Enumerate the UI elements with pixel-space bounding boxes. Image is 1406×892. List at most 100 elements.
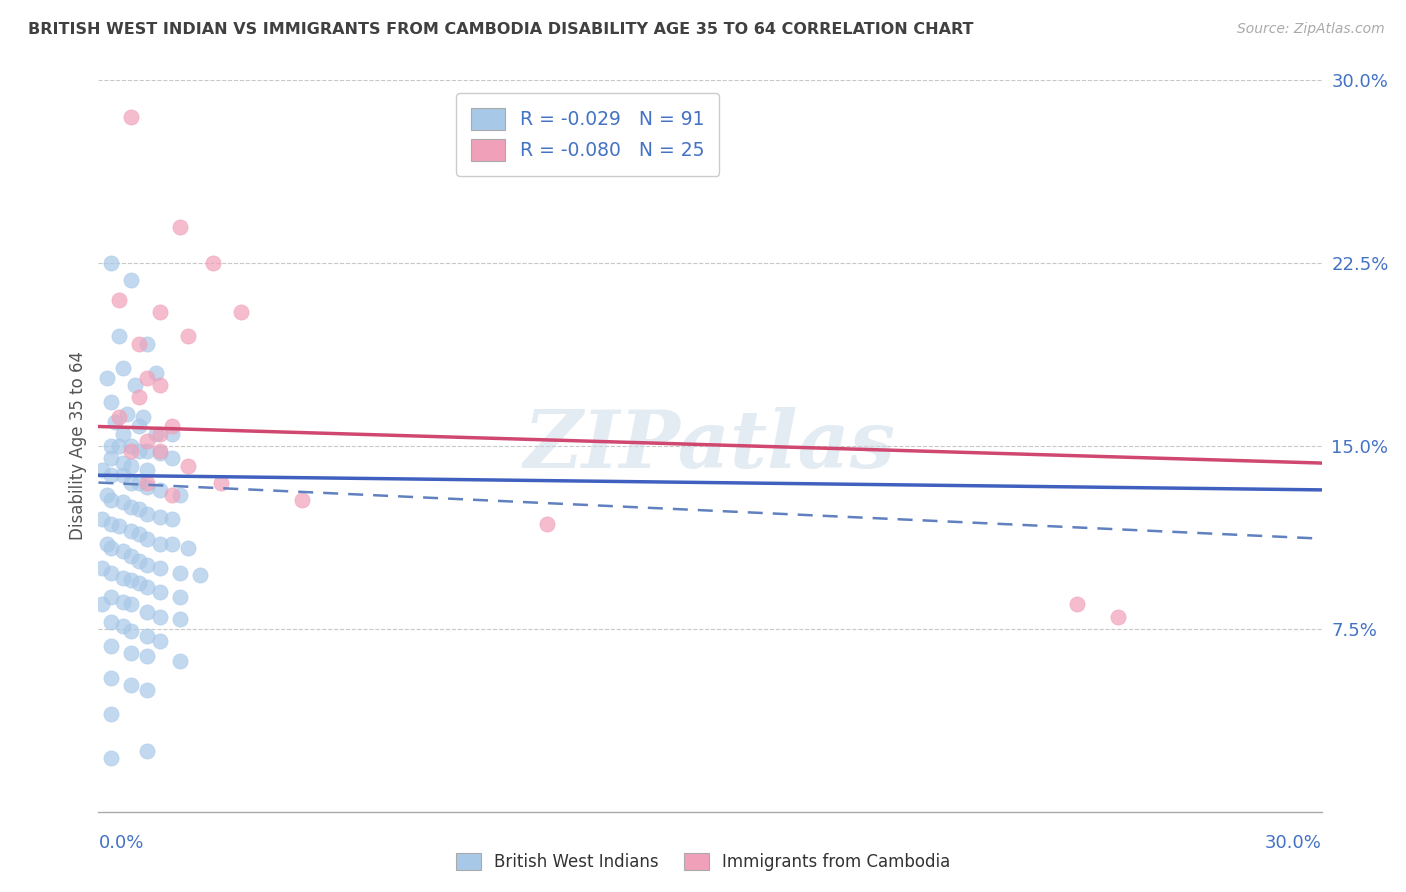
Point (160, 488, 183, 502)
Point (128, 526, 150, 541)
Point (136, 463, 159, 477)
Point (132, 409, 155, 424)
Point (108, 519, 131, 533)
Point (111, 361, 134, 376)
Point (124, 378, 146, 392)
Point (100, 492, 122, 507)
Point (100, 439, 122, 453)
Point (111, 595, 134, 609)
Point (128, 575, 150, 590)
Point (120, 443, 142, 458)
Point (201, 256, 224, 270)
Point (149, 536, 172, 550)
Point (128, 475, 150, 490)
Point (108, 293, 131, 307)
Point (169, 654, 191, 668)
Point (160, 451, 183, 466)
Point (111, 426, 134, 441)
Point (136, 443, 159, 458)
Point (128, 390, 150, 404)
Point (291, 492, 314, 507)
Point (100, 615, 122, 629)
Point (100, 468, 122, 483)
Point (100, 671, 122, 685)
Text: 0.0%: 0.0% (98, 834, 143, 852)
Point (136, 744, 159, 758)
Point (1066, 598, 1088, 612)
Point (145, 426, 167, 441)
Point (169, 612, 191, 626)
Point (136, 558, 159, 573)
Point (111, 619, 134, 633)
Point (128, 419, 150, 434)
Point (108, 409, 131, 424)
Point (111, 468, 134, 483)
Point (120, 500, 142, 514)
Point (149, 483, 172, 497)
Point (100, 566, 122, 580)
Point (96, 536, 118, 550)
Point (149, 609, 172, 624)
Point (100, 639, 122, 653)
Point (120, 678, 142, 692)
Point (149, 446, 172, 460)
Point (188, 568, 212, 582)
Point (100, 451, 122, 466)
Point (91, 598, 114, 612)
Point (136, 629, 159, 643)
Point (100, 541, 122, 556)
Point (177, 329, 200, 343)
Point (136, 605, 159, 619)
Point (136, 532, 159, 546)
Point (96, 370, 118, 384)
Point (136, 581, 159, 595)
Legend: British West Indians, Immigrants from Cambodia: British West Indians, Immigrants from Ca… (447, 845, 959, 880)
Point (149, 509, 172, 524)
Point (120, 524, 142, 539)
Point (177, 458, 200, 473)
Point (145, 366, 167, 380)
Point (169, 590, 191, 604)
Text: Source: ZipAtlas.com: Source: ZipAtlas.com (1237, 22, 1385, 37)
Point (136, 370, 159, 384)
Point (120, 273, 142, 287)
Text: BRITISH WEST INDIAN VS IMMIGRANTS FROM CAMBODIA DISABILITY AGE 35 TO 64 CORRELAT: BRITISH WEST INDIAN VS IMMIGRANTS FROM C… (28, 22, 973, 37)
Point (149, 443, 172, 458)
Point (128, 553, 150, 567)
Point (100, 751, 122, 765)
Point (149, 426, 172, 441)
Point (160, 512, 183, 526)
Point (149, 634, 172, 648)
Text: ZIPatlas: ZIPatlas (524, 408, 896, 484)
Point (149, 305, 172, 319)
Point (120, 458, 142, 473)
Point (169, 219, 191, 234)
Point (169, 488, 191, 502)
Point (160, 536, 183, 550)
Point (136, 336, 159, 351)
Point (120, 624, 142, 639)
Point (160, 419, 183, 434)
Point (136, 682, 159, 697)
Point (231, 305, 253, 319)
Point (100, 395, 122, 409)
Point (128, 502, 150, 516)
Point (111, 456, 134, 470)
Legend: R = -0.029   N = 91, R = -0.080   N = 25: R = -0.029 N = 91, R = -0.080 N = 25 (456, 94, 720, 176)
Point (91, 512, 114, 526)
Point (128, 443, 150, 458)
Point (120, 598, 142, 612)
Point (100, 590, 122, 604)
Point (120, 646, 142, 660)
Point (136, 648, 159, 663)
Point (169, 566, 191, 580)
Point (128, 336, 150, 351)
Point (120, 573, 142, 587)
Point (149, 378, 172, 392)
Point (100, 256, 122, 270)
Point (536, 516, 558, 531)
Point (111, 495, 134, 509)
Point (120, 549, 142, 563)
Point (96, 488, 118, 502)
Point (149, 585, 172, 599)
